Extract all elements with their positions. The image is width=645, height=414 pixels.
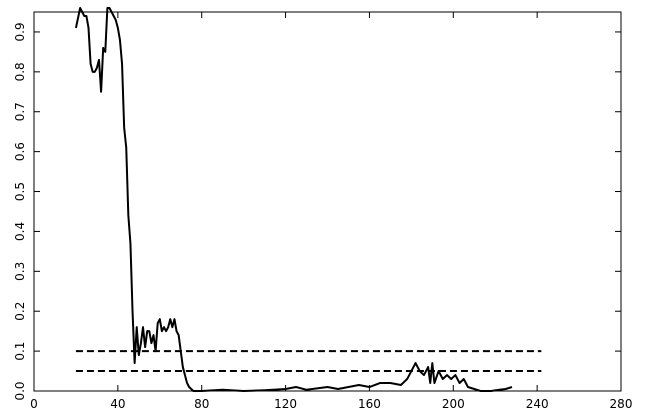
x-tick-label: 280 [610, 397, 633, 411]
x-tick-label: 160 [358, 397, 381, 411]
x-tick-label: 120 [274, 397, 297, 411]
y-tick-label: 0.0 [13, 381, 27, 400]
x-tick-label: 80 [194, 397, 209, 411]
y-tick-label: 0.6 [13, 142, 27, 161]
y-tick-label: 0.7 [13, 102, 27, 121]
y-tick-label: 0.3 [13, 262, 27, 281]
x-tick-label: 40 [110, 397, 125, 411]
x-tick-label: 240 [526, 397, 549, 411]
x-tick-label: 200 [442, 397, 465, 411]
y-tick-label: 0.2 [13, 302, 27, 321]
y-tick-label: 0.1 [13, 342, 27, 361]
y-tick-label: 0.9 [13, 22, 27, 41]
data-line [74, 7, 513, 392]
y-tick-label: 0.4 [13, 222, 27, 241]
x-tick-label: 0 [30, 397, 38, 411]
y-tick-label: 0.5 [13, 182, 27, 201]
y-tick-label: 0.8 [13, 62, 27, 81]
plot-frame [33, 11, 622, 392]
